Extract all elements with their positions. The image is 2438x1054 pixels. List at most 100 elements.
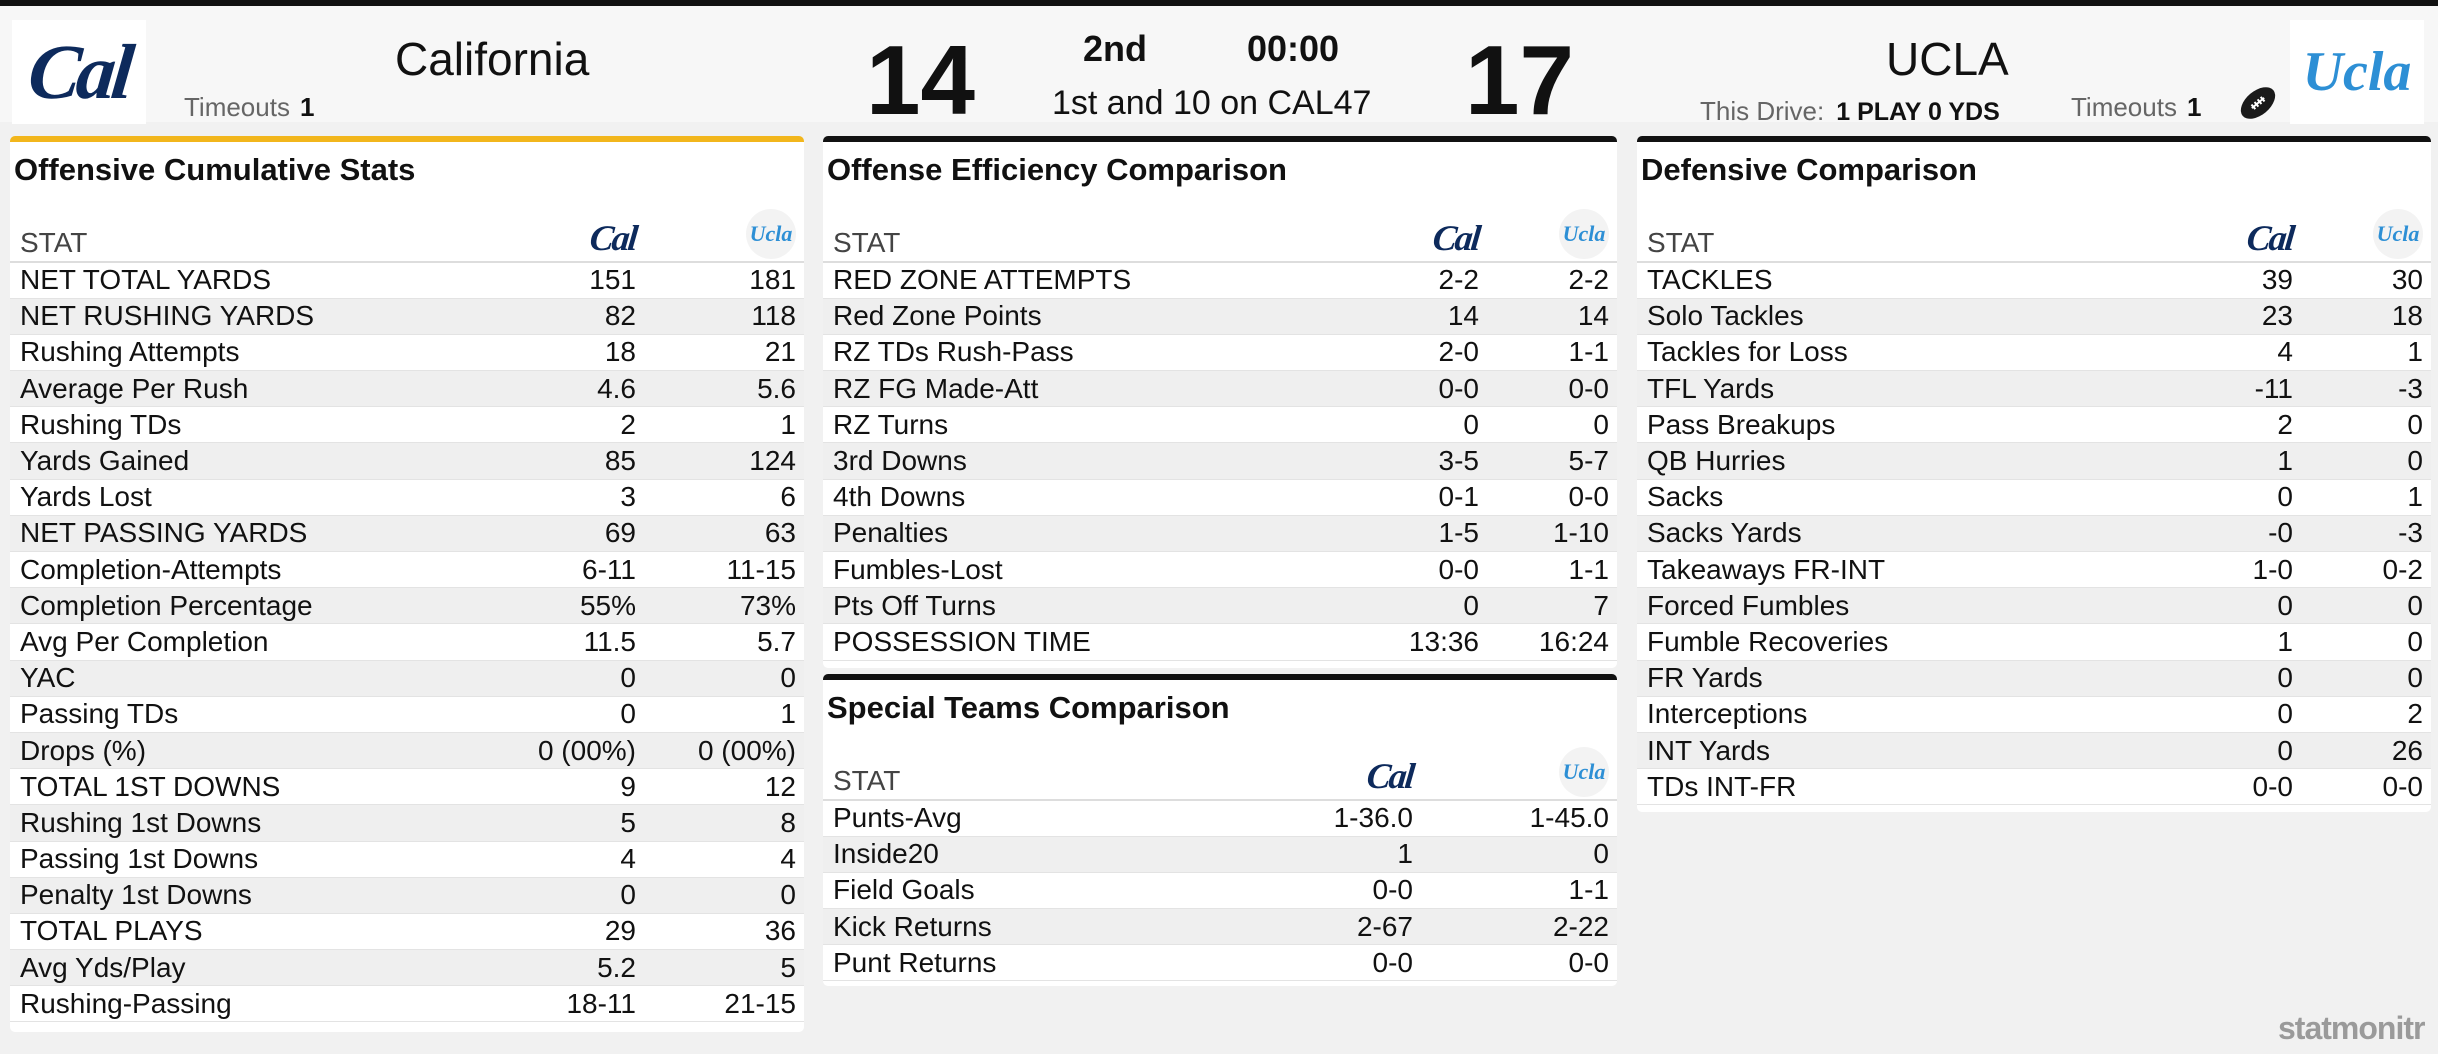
stat-row: Rushing Attempts 18 21: [10, 334, 804, 372]
stat-row: Sacks Yards -0 -3: [1637, 515, 2431, 553]
stat-row: FR Yards 0 0: [1637, 660, 2431, 697]
cal-value: 1-5: [1357, 515, 1487, 553]
stat-name: Red Zone Points: [823, 298, 1357, 335]
ucla-value: 0: [2301, 406, 2431, 444]
ucla-value: 0: [2301, 660, 2431, 697]
stat-row: Red Zone Points 14 14: [823, 298, 1617, 335]
ucla-value: 5: [644, 949, 804, 987]
stat-row: Penalty 1st Downs 0 0: [10, 877, 804, 914]
ucla-value: 0-0: [2301, 768, 2431, 806]
stat-name: FR Yards: [1637, 660, 2171, 697]
stat-name: NET RUSHING YARDS: [10, 298, 484, 335]
stat-name: Drops (%): [10, 732, 484, 770]
ucla-value: 2-2: [1487, 262, 1617, 299]
ucla-mini-logo: Ucla: [1559, 747, 1609, 797]
ucla-value: 63: [644, 515, 804, 553]
cal-value: 39: [2171, 262, 2301, 299]
cal-value: -0: [2171, 515, 2301, 553]
cal-value: 0: [484, 696, 644, 733]
drive-value: 1 PLAY 0 YDS: [1836, 98, 2000, 126]
cal-value: 85: [484, 442, 644, 480]
stat-name: NET TOTAL YARDS: [10, 262, 484, 299]
stat-name: INT Yards: [1637, 732, 2171, 770]
defensive-title: Defensive Comparison: [1641, 152, 1977, 187]
stat-name: Average Per Rush: [10, 370, 484, 408]
ucla-value: 12: [644, 768, 804, 806]
stat-row: NET RUSHING YARDS 82 118: [10, 298, 804, 335]
home-team-name: California: [395, 33, 590, 85]
stat-name: Sacks Yards: [1637, 515, 2171, 553]
stat-row: Rushing-Passing 18-11 21-15: [10, 985, 804, 1023]
stat-row: Completion-Attempts 6-11 11-15: [10, 551, 804, 589]
ucla-mini-logo: Ucla: [1559, 209, 1609, 259]
stat-row: Takeaways FR-INT 1-0 0-2: [1637, 551, 2431, 589]
cal-logo: Cal: [12, 20, 146, 124]
stat-row: Avg Per Completion 11.5 5.7: [10, 623, 804, 661]
stat-name: Passing 1st Downs: [10, 841, 484, 878]
stat-name: Solo Tackles: [1637, 298, 2171, 335]
cal-mini-logo: Cal: [1364, 756, 1416, 796]
stat-row: RZ Turns 0 0: [823, 406, 1617, 444]
stat-row: Yards Gained 85 124: [10, 442, 804, 480]
drive-summary: This Drive: 1 PLAY 0 YDS: [1700, 96, 2000, 127]
cal-column-header: Cal: [1357, 204, 1487, 263]
away-timeouts-label: Timeouts: [2071, 92, 2177, 122]
cal-value: 0-1: [1357, 479, 1487, 516]
cal-value: -11: [2171, 370, 2301, 408]
stat-row: INT Yards 0 26: [1637, 732, 2431, 770]
cal-value: 151: [484, 262, 644, 299]
cal-value: 1-0: [2171, 551, 2301, 589]
cal-value: 0: [2171, 660, 2301, 697]
stat-name: RZ TDs Rush-Pass: [823, 334, 1357, 372]
stat-row: TOTAL PLAYS 29 36: [10, 913, 804, 951]
ucla-logo-text: Ucla: [2302, 41, 2412, 103]
home-timeouts: Timeouts 1: [184, 92, 314, 123]
cal-value: 4.6: [484, 370, 644, 408]
stat-name: POSSESSION TIME: [823, 623, 1357, 661]
ucla-value: 1-1: [1487, 551, 1617, 589]
cal-mini-logo: Cal: [1430, 218, 1482, 258]
stat-row: POSSESSION TIME 13:36 16:24: [823, 623, 1617, 661]
drive-label: This Drive:: [1700, 96, 1825, 126]
ucla-value: 0: [2301, 623, 2431, 661]
stat-row: TOTAL 1ST DOWNS 9 12: [10, 768, 804, 806]
cal-value: 1-36.0: [1225, 800, 1421, 837]
stat-name: RZ Turns: [823, 406, 1357, 444]
cal-value: 1: [2171, 442, 2301, 480]
stat-row: Punt Returns 0-0 0-0: [823, 944, 1617, 982]
stat-name: YAC: [10, 660, 484, 697]
ucla-logo: Ucla: [2290, 20, 2424, 124]
stat-row: YAC 0 0: [10, 660, 804, 697]
ucla-value: 18: [2301, 298, 2431, 335]
stat-row: Tackles for Loss 4 1: [1637, 334, 2431, 372]
cal-value: 2-0: [1357, 334, 1487, 372]
cal-value: 0: [1357, 587, 1487, 625]
stat-column-header: STAT: [823, 204, 1357, 263]
ucla-value: 0: [1421, 836, 1617, 873]
stat-name: 4th Downs: [823, 479, 1357, 516]
stat-name: Pass Breakups: [1637, 406, 2171, 444]
stat-name: RZ FG Made-Att: [823, 370, 1357, 408]
stat-row: RED ZONE ATTEMPTS 2-2 2-2: [823, 262, 1617, 299]
efficiency-table: STAT Cal Ucla RED ZONE ATTEMPTS 2-2 2-2 Red…: [823, 204, 1617, 661]
ucla-value: -3: [2301, 370, 2431, 408]
stat-name: Pts Off Turns: [823, 587, 1357, 625]
defensive-panel: Defensive Comparison STAT Cal Ucla TACKL…: [1637, 136, 2431, 812]
stat-name: TACKLES: [1637, 262, 2171, 299]
ucla-value: 2-22: [1421, 908, 1617, 946]
cal-value: 6-11: [484, 551, 644, 589]
ucla-value: 1-1: [1487, 334, 1617, 372]
cal-value: 0: [484, 877, 644, 914]
stat-name: TOTAL PLAYS: [10, 913, 484, 951]
stat-row: NET PASSING YARDS 69 63: [10, 515, 804, 553]
ucla-value: 124: [644, 442, 804, 480]
stat-name: TOTAL 1ST DOWNS: [10, 768, 484, 806]
stat-row: Forced Fumbles 0 0: [1637, 587, 2431, 625]
cal-value: 4: [2171, 334, 2301, 372]
cal-value: 23: [2171, 298, 2301, 335]
ucla-value: 8: [644, 804, 804, 842]
cal-value: 0-0: [1357, 370, 1487, 408]
special-teams-table: STAT Cal Ucla Punts-Avg 1-36.0 1-45.0 Insid…: [823, 742, 1617, 982]
ucla-value: 0: [644, 660, 804, 697]
ucla-value: 6: [644, 479, 804, 516]
